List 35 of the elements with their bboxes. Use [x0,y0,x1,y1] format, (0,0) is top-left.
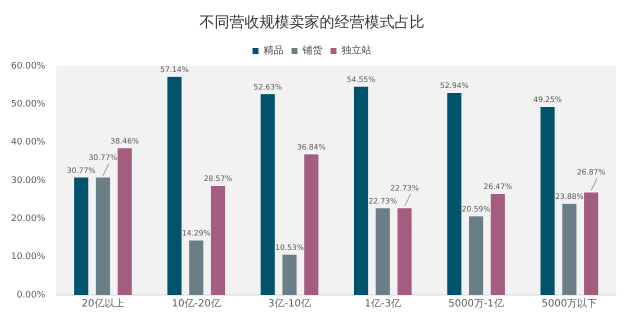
bar [210,186,226,295]
y-tick-label: 50.00% [10,100,46,110]
chart-title: 不同营收规模卖家的经营模式占比 [200,12,424,31]
legend-label: 铺货 [302,44,322,57]
y-tick-label: 0.00% [16,290,46,300]
bar [447,92,462,295]
bar [304,154,318,295]
legend-label: 独立站 [342,44,372,57]
bar [562,204,576,295]
x-tick-label: 10亿-20亿 [172,298,221,310]
bar [376,208,390,295]
y-tick-label: 40.00% [10,138,46,148]
bar [354,86,368,295]
x-tick-label: 20亿以上 [82,298,124,310]
x-tick-label: 5000万-1亿 [448,298,504,310]
bar [260,94,275,295]
bar [96,178,110,295]
y-tick-label: 60.00% [10,61,46,72]
bar [584,192,598,295]
bar [282,254,297,295]
legend-label: 精品 [264,44,284,57]
bar [167,76,182,295]
bar [189,240,204,295]
x-tick-label: 1亿-3亿 [364,298,401,310]
y-tick-label: 10.00% [10,252,46,262]
x-tick-label: 5000万以下 [542,298,598,310]
bar [118,148,132,295]
bar [469,216,484,295]
bar [397,208,412,295]
bar [540,107,555,295]
bar [490,194,505,295]
y-tick-label: 20.00% [10,214,46,224]
bar [74,178,88,295]
x-tick-label: 3亿-10亿 [268,298,311,310]
y-tick-label: 30.00% [10,176,46,186]
